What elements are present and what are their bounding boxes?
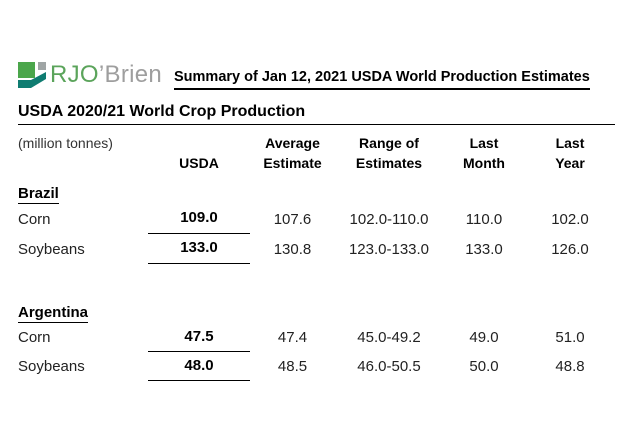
section-heading-argentina: Argentina — [18, 304, 615, 323]
table-header-row: (million tonnes) USDA Average Estimate R… — [18, 133, 615, 173]
range-of-estimates-value: 46.0-50.5 — [357, 358, 421, 375]
commodity-label: Corn — [18, 329, 51, 346]
country-name: Brazil — [18, 185, 59, 204]
range-of-estimates-value: 45.0-49.2 — [357, 329, 421, 346]
average-estimate-value: 130.8 — [273, 240, 312, 258]
last-month-value: 50.0 — [469, 358, 499, 375]
column-header-usda: USDA — [179, 155, 219, 171]
section-heading-brazil: Brazil — [18, 185, 615, 204]
range-of-estimates-value: 102.0-110.0 — [349, 210, 429, 228]
last-month-value: 49.0 — [469, 329, 499, 346]
commodity-label: Soybeans — [18, 358, 85, 375]
usda-value: 48.0 — [148, 352, 250, 381]
last-month-value: 110.0 — [465, 210, 503, 228]
document-title: Summary of Jan 12, 2021 USDA World Produ… — [174, 69, 590, 90]
unit-note: (million tonnes) — [18, 135, 113, 151]
usda-value: 47.5 — [148, 323, 250, 352]
rjobrien-logo-text: RJO’Brien — [50, 61, 162, 89]
last-year-value: 51.0 — [555, 329, 585, 346]
commodity-label: Soybeans — [18, 240, 85, 258]
last-year-value: 102.0 — [551, 210, 589, 228]
last-year-value: 126.0 — [551, 240, 589, 258]
title-divider — [18, 124, 615, 125]
column-header-last-year: Last Year — [555, 135, 585, 171]
brand-row: RJO’Brien Summary of Jan 12, 2021 USDA W… — [18, 60, 615, 90]
logo-text-gray: ’Brien — [98, 61, 163, 88]
usda-value: 133.0 — [148, 234, 250, 264]
section-title: USDA 2020/21 World Crop Production — [18, 103, 306, 120]
last-year-value: 48.8 — [555, 358, 585, 375]
logo-text-green: RJO — [50, 61, 99, 88]
commodity-label: Corn — [18, 210, 51, 228]
rjobrien-logo-icon — [18, 60, 46, 90]
last-month-value: 133.0 — [465, 240, 503, 258]
column-header-last-month: Last Month — [463, 135, 505, 171]
country-name: Argentina — [18, 304, 89, 323]
column-header-average-estimate: Average Estimate — [263, 135, 322, 171]
average-estimate-value: 48.5 — [277, 358, 308, 375]
table-row-brazil-soybeans: Soybeans 133.0 130.8 123.0-133.0 133.0 1… — [18, 234, 615, 264]
usda-value: 109.0 — [148, 204, 250, 234]
range-of-estimates-value: 123.0-133.0 — [348, 240, 430, 258]
average-estimate-value: 47.4 — [277, 329, 308, 346]
average-estimate-value: 107.6 — [273, 210, 312, 228]
column-header-range-of-estimates: Range of Estimates — [355, 135, 423, 171]
table-row-argentina-soybeans: Soybeans 48.0 48.5 46.0-50.5 50.0 48.8 — [18, 352, 615, 381]
table-row-argentina-corn: Corn 47.5 47.4 45.0-49.2 49.0 51.0 — [18, 323, 615, 352]
table-row-brazil-corn: Corn 109.0 107.6 102.0-110.0 110.0 102.0 — [18, 204, 615, 234]
rjobrien-logo: RJO’Brien — [18, 60, 168, 90]
